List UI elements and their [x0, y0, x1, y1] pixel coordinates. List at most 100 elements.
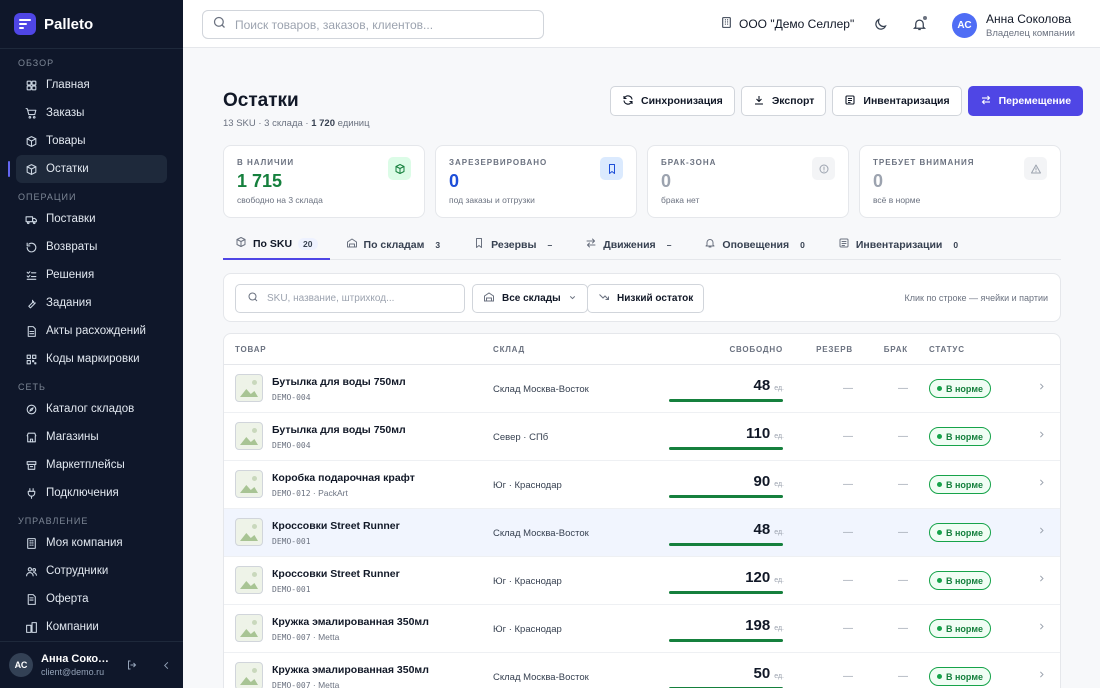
- col-reserve[interactable]: РЕЗЕРВ: [816, 345, 853, 354]
- table-row[interactable]: Коробка подарочная крафт DEMO-012 · PackA…: [224, 461, 1060, 509]
- warehouse-name: Склад Москва-Восток: [493, 384, 589, 395]
- search-input[interactable]: Поиск товаров, заказов, клиентов...: [235, 17, 434, 32]
- table-row[interactable]: Кроссовки Street Runner DEMO-001 Склад Мос…: [224, 509, 1060, 557]
- product-sku: DEMO-007: [272, 681, 311, 688]
- logo-icon: [14, 13, 36, 35]
- sidebar-item-2-3[interactable]: Подключения: [16, 479, 167, 507]
- avatar[interactable]: АС: [9, 653, 33, 677]
- stat-note: всё в норме: [873, 195, 921, 205]
- qty-unit: ед.: [774, 625, 784, 632]
- product-name: Бутылка для воды 750мл: [272, 424, 406, 436]
- sidebar-item-2-0[interactable]: Каталог складов: [16, 395, 167, 423]
- table-row[interactable]: Бутылка для воды 750мл DEMO-004 Север · СП…: [224, 413, 1060, 461]
- sidebar-item-3-0[interactable]: Моя компания: [16, 529, 167, 557]
- free-quantity: 48 ед.: [754, 521, 784, 538]
- stat-note: свободно на 3 склада: [237, 195, 323, 205]
- sidebar-item-1-5[interactable]: Коды маркировки: [16, 345, 167, 373]
- topbar: Поиск товаров, заказов, клиентов... ООО …: [183, 0, 1100, 48]
- tab-3[interactable]: Движения –: [573, 229, 688, 260]
- col-product[interactable]: ТОВАР: [235, 345, 267, 354]
- sidebar-item-1-1[interactable]: Возвраты: [16, 233, 167, 261]
- sidebar-item-0-2[interactable]: Товары: [16, 127, 167, 155]
- sync-button[interactable]: Синхронизация: [610, 86, 735, 116]
- sidebar-item-1-2[interactable]: Решения: [16, 261, 167, 289]
- stock-level-fill: [669, 495, 783, 498]
- stat-note: брака нет: [661, 195, 700, 205]
- defect-value: —: [898, 623, 908, 634]
- free-quantity: 90 ед.: [754, 473, 784, 490]
- tab-5[interactable]: Инвентаризации 0: [826, 229, 975, 260]
- stat-label: ТРЕБУЕТ ВНИМАНИЯ: [873, 158, 975, 167]
- chevron-right-icon[interactable]: [1037, 526, 1046, 538]
- table-row[interactable]: Кружка эмалированная 350мл DEMO-007 · Met…: [224, 653, 1060, 688]
- chevron-right-icon[interactable]: [1037, 574, 1046, 586]
- tab-0[interactable]: По SKU 20: [223, 229, 330, 260]
- table-row[interactable]: Бутылка для воды 750мл DEMO-004 Склад Моск…: [224, 365, 1060, 413]
- brand[interactable]: Palleto: [14, 13, 93, 35]
- status-label: В норме: [946, 623, 983, 634]
- global-search[interactable]: Поиск товаров, заказов, клиентов...: [202, 10, 544, 39]
- notifications-bell-icon[interactable]: [910, 15, 928, 33]
- product-image-placeholder-icon: [235, 566, 263, 594]
- contract-icon: [25, 593, 38, 606]
- reserve-value: —: [843, 479, 853, 490]
- status-badge: В норме: [929, 667, 991, 686]
- clipboard-icon: [844, 94, 856, 109]
- col-free[interactable]: СВОБОДНО: [729, 345, 783, 354]
- inventory-button[interactable]: Инвентаризация: [832, 86, 962, 116]
- sidebar-item-2-2[interactable]: Маркетплейсы: [16, 451, 167, 479]
- warehouse-select[interactable]: Все склады: [472, 284, 588, 313]
- table-row[interactable]: Кроссовки Street Runner DEMO-001 Юг · Крас…: [224, 557, 1060, 605]
- sidebar-item-0-1[interactable]: Заказы: [16, 99, 167, 127]
- reserve-value: —: [843, 431, 853, 442]
- collapse-sidebar-icon[interactable]: [157, 656, 175, 674]
- sidebar-item-1-3[interactable]: Задания: [16, 289, 167, 317]
- nav-section-title: ОБЗОР: [18, 58, 55, 68]
- sku-search-input[interactable]: SKU, название, штрихкод...: [235, 284, 465, 313]
- status-label: В норме: [946, 671, 983, 682]
- low-stock-filter-button[interactable]: Низкий остаток: [587, 284, 705, 313]
- sidebar-item-3-3[interactable]: Компании: [16, 613, 167, 641]
- sku-search-placeholder: SKU, название, штрихкод...: [267, 293, 395, 304]
- marketplace-icon: [25, 459, 38, 472]
- chevron-right-icon[interactable]: [1037, 478, 1046, 490]
- free-qty-value: 48: [753, 377, 771, 394]
- user-menu[interactable]: АС Анна Соколова Владелец компании: [952, 12, 1075, 39]
- col-warehouse[interactable]: СКЛАД: [493, 345, 526, 354]
- export-button[interactable]: Экспорт: [740, 86, 827, 116]
- logout-icon[interactable]: [123, 656, 141, 674]
- sidebar: Palleto ОБЗОР Главная Заказы Товары Остатки О…: [0, 0, 183, 688]
- sidebar-item-2-1[interactable]: Магазины: [16, 423, 167, 451]
- product-image-placeholder-icon: [235, 518, 263, 546]
- sidebar-item-0-0[interactable]: Главная: [16, 71, 167, 99]
- chevron-right-icon[interactable]: [1037, 622, 1046, 634]
- qty-unit: ед.: [774, 433, 784, 440]
- cube-icon: [235, 236, 247, 251]
- tab-1[interactable]: По складам 3: [334, 229, 458, 260]
- stat-card: ЗАРЕЗЕРВИРОВАНО 0 под заказы и отгрузки: [435, 145, 637, 218]
- chevron-right-icon[interactable]: [1037, 430, 1046, 442]
- col-status[interactable]: СТАТУС: [929, 345, 965, 354]
- product-sku: DEMO-001: [272, 537, 311, 546]
- move-button[interactable]: Перемещение: [967, 86, 1084, 116]
- sidebar-item-0-3[interactable]: Остатки: [8, 155, 167, 183]
- page-actions: Синхронизация Экспорт Инвентаризация Пер…: [610, 86, 1084, 116]
- col-defect[interactable]: БРАК: [883, 345, 908, 354]
- sidebar-item-1-4[interactable]: Акты расхождений: [16, 317, 167, 345]
- sidebar-item-3-2[interactable]: Оферта: [16, 585, 167, 613]
- stat-card: БРАК-ЗОНА 0 брака нет: [647, 145, 849, 218]
- tab-label: Инвентаризации: [855, 238, 943, 251]
- theme-toggle-icon[interactable]: [871, 15, 889, 33]
- table-row[interactable]: Кружка эмалированная 350мл DEMO-007 · Met…: [224, 605, 1060, 653]
- status-badge: В норме: [929, 523, 991, 542]
- warehouse-icon: [483, 291, 495, 306]
- tab-2[interactable]: Резервы –: [461, 229, 569, 260]
- sidebar-item-3-1[interactable]: Сотрудники: [16, 557, 167, 585]
- tab-4[interactable]: Оповещения 0: [692, 229, 821, 260]
- qty-unit: ед.: [774, 529, 784, 536]
- tab-count: 20: [298, 237, 318, 250]
- chevron-right-icon[interactable]: [1037, 382, 1046, 394]
- sidebar-item-1-0[interactable]: Поставки: [16, 205, 167, 233]
- chevron-right-icon[interactable]: [1037, 670, 1046, 682]
- org-switcher[interactable]: ООО "Демо Селлер": [720, 16, 854, 32]
